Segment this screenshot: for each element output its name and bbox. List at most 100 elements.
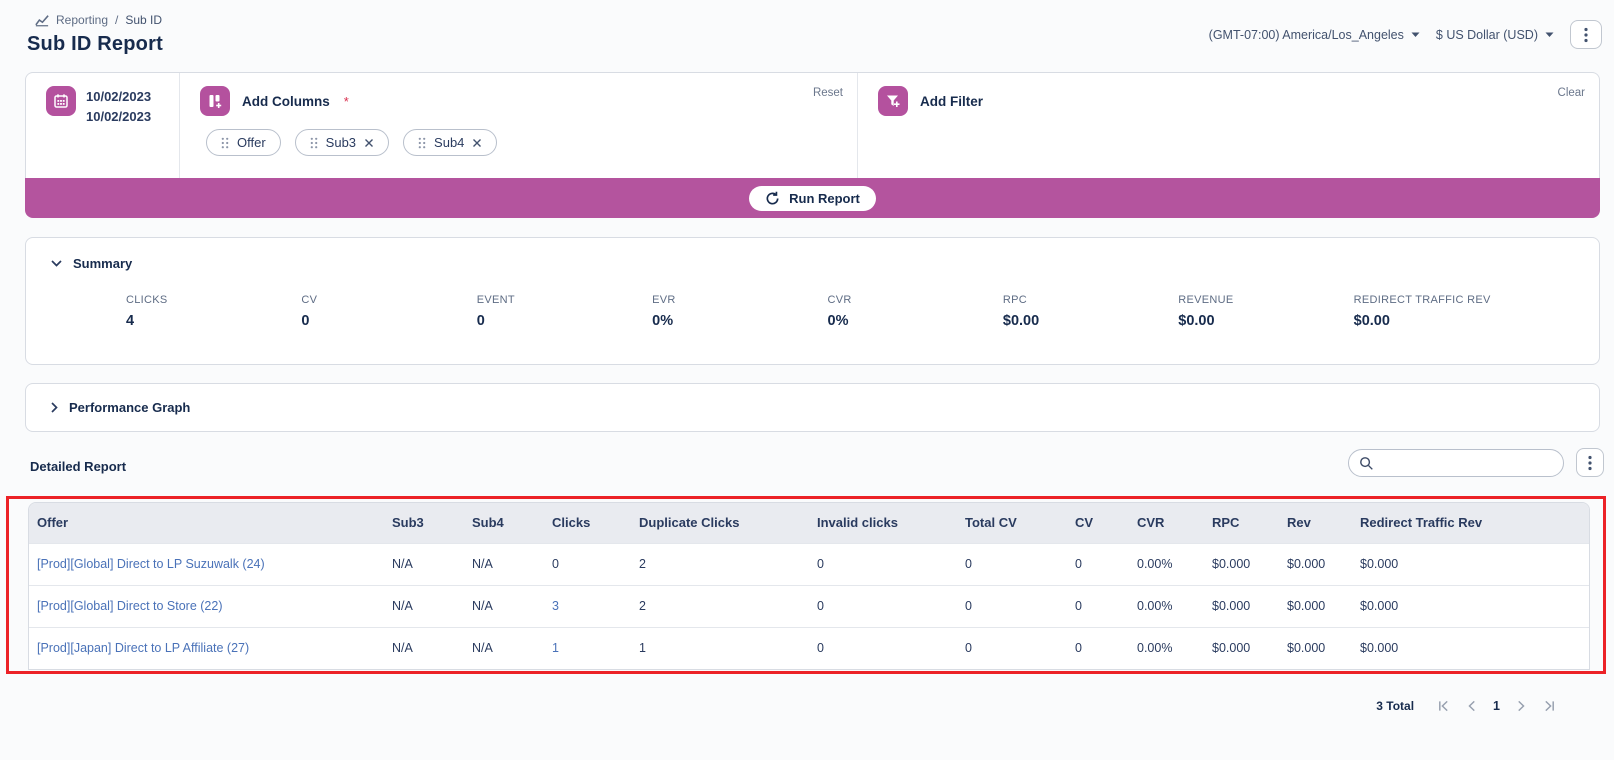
table-header-row: Offer Sub3 Sub4 Clicks Duplicate Clicks … [29,503,1589,543]
detailed-report-table: Offer Sub3 Sub4 Clicks Duplicate Clicks … [28,502,1590,670]
run-report-button[interactable]: Run Report [749,185,876,211]
breadcrumb-section[interactable]: Reporting [56,13,109,27]
cell-cvr: 0.00% [1129,626,1204,669]
stat-cv: CV 0 [301,294,318,329]
report-filter-card: 10/02/2023 10/02/2023 Add Columns * Reset… [25,72,1600,178]
run-report-label: Run Report [789,190,860,206]
timezone-value: (GMT-07:00) America/Los_Angeles [1208,27,1404,42]
cell-invalid-clicks: 0 [809,584,957,627]
chip-label: Offer [237,135,266,150]
cell-total-cv: 0 [957,626,1067,669]
table-row: [Prod][Global] Direct to LP Suzuwalk (24… [29,542,1589,585]
currency-dropdown[interactable]: $ US Dollar (USD) [1436,28,1554,42]
date-range-start: 10/02/2023 [86,89,152,104]
column-header-clicks[interactable]: Clicks [544,503,631,543]
table-row: [Prod][Japan] Direct to LP Affiliate (27… [29,626,1589,669]
table-menu-button[interactable] [1576,448,1604,477]
cell-total-cv: 0 [957,584,1067,627]
breadcrumb-current: Sub ID [125,13,163,27]
stat-clicks: CLICKS 4 [126,294,168,329]
clicks-link[interactable]: 3 [552,599,559,613]
cell-cvr: 0.00% [1129,584,1204,627]
column-header-rpc[interactable]: RPC [1204,503,1279,543]
drag-handle-icon [221,137,229,148]
column-chip-sub4[interactable]: Sub4 [403,129,498,156]
performance-graph-title: Performance Graph [69,400,191,415]
previous-page-icon[interactable] [1467,700,1476,712]
cell-clicks: 0 [544,542,631,585]
stat-cvr: CVR 0% [827,294,852,329]
chip-label: Sub4 [434,135,465,150]
column-header-rev[interactable]: Rev [1279,503,1352,543]
first-page-icon[interactable] [1437,700,1450,712]
timezone-dropdown[interactable]: (GMT-07:00) America/Los_Angeles [1209,28,1420,42]
cell-sub4: N/A [464,626,544,669]
cell-sub3: N/A [384,584,464,627]
performance-graph-toggle[interactable]: Performance Graph [25,383,1600,432]
remove-chip-icon[interactable] [364,138,374,148]
cell-duplicate-clicks: 1 [631,626,809,669]
column-chip-offer[interactable]: Offer [206,129,281,156]
summary-toggle[interactable]: Summary [26,238,1599,271]
column-header-cvr[interactable]: CVR [1129,503,1204,543]
offer-link[interactable]: [Prod][Global] Direct to LP Suzuwalk (24… [37,557,265,571]
cell-redirect-traffic-rev: $0.000 [1352,542,1589,585]
column-header-offer[interactable]: Offer [29,503,384,543]
page-title: Sub ID Report [27,33,163,55]
stat-event: EVENT 0 [476,294,515,329]
clear-filters-link[interactable]: Clear [1557,87,1585,99]
breadcrumb: Reporting / Sub ID [35,13,162,27]
cell-duplicate-clicks: 2 [631,584,809,627]
summary-stats: CLICKS 4 CV 0 EVENT 0 EVR 0% CVR 0% RPC $0.00 … [26,271,1599,329]
chevron-down-icon [1545,32,1554,37]
summary-title: Summary [73,256,133,271]
date-range-section[interactable]: 10/02/2023 10/02/2023 [26,73,180,178]
cell-invalid-clicks: 0 [809,626,957,669]
table-search-input[interactable] [1380,456,1553,470]
search-icon [1360,456,1373,470]
table-pagination: 3 Total 1 [1376,699,1556,713]
column-header-redirect-traffic-rev[interactable]: Redirect Traffic Rev [1352,503,1589,543]
detailed-report-title: Detailed Report [30,459,127,474]
remove-chip-icon[interactable] [472,138,482,148]
next-page-icon[interactable] [1517,700,1526,712]
cell-redirect-traffic-rev: $0.000 [1352,626,1589,669]
column-chip-sub3[interactable]: Sub3 [294,129,390,156]
offer-link[interactable]: [Prod][Japan] Direct to LP Affiliate (27… [37,641,250,656]
offer-link[interactable]: [Prod][Global] Direct to Store (22) [37,599,223,613]
page-menu-button[interactable] [1570,20,1602,49]
add-columns-icon[interactable] [200,86,230,116]
clicks-link[interactable]: 1 [552,641,559,656]
chevron-down-icon [51,260,62,267]
cell-sub3: N/A [384,626,464,669]
last-page-icon[interactable] [1543,700,1556,712]
column-header-total-cv[interactable]: Total CV [957,503,1067,543]
add-filter-label[interactable]: Add Filter [920,93,983,109]
column-header-cv[interactable]: CV [1067,503,1129,543]
current-page[interactable]: 1 [1493,699,1500,713]
reporting-chart-icon [35,14,49,27]
refresh-icon [766,191,779,204]
add-filter-icon[interactable] [878,86,908,116]
cell-duplicate-clicks: 2 [631,542,809,585]
table-search[interactable] [1348,449,1564,477]
header-controls: (GMT-07:00) America/Los_Angeles $ US Dol… [1209,20,1602,49]
summary-card: Summary CLICKS 4 CV 0 EVENT 0 EVR 0% CVR 0% R… [25,237,1600,365]
cell-sub4: N/A [464,542,544,585]
column-header-sub4[interactable]: Sub4 [464,503,544,543]
run-report-bar: Run Report [25,178,1600,218]
column-header-duplicate-clicks[interactable]: Duplicate Clicks [631,503,809,543]
column-header-invalid-clicks[interactable]: Invalid clicks [809,503,957,543]
stat-rpc: RPC $0.00 [1002,294,1040,329]
date-range-end: 10/02/2023 [86,109,152,124]
cell-redirect-traffic-rev: $0.000 [1352,584,1589,627]
column-header-sub3[interactable]: Sub3 [384,503,464,543]
add-columns-label[interactable]: Add Columns [242,93,330,109]
cell-cv: 0 [1067,626,1129,669]
table-row: [Prod][Global] Direct to Store (22) N/A … [29,584,1589,627]
chevron-down-icon [1411,32,1420,37]
breadcrumb-separator: / [115,13,119,27]
stat-evr: EVR 0% [652,294,676,329]
reset-columns-link[interactable]: Reset [812,87,843,99]
currency-value: $ US Dollar (USD) [1435,27,1538,42]
